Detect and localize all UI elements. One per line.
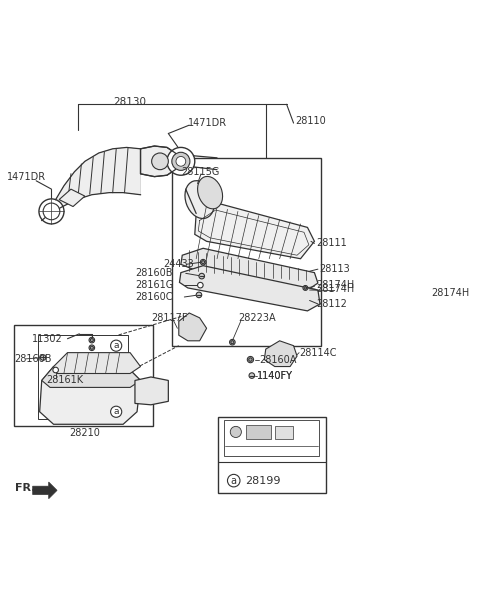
Text: 1471DR: 1471DR [188, 118, 227, 128]
Circle shape [110, 340, 122, 351]
Circle shape [53, 367, 59, 373]
Text: 28174H: 28174H [432, 288, 469, 298]
Bar [276, 426, 293, 439]
Circle shape [304, 286, 307, 289]
Circle shape [167, 147, 195, 175]
Circle shape [110, 406, 122, 417]
Polygon shape [179, 313, 206, 341]
Circle shape [196, 292, 202, 298]
Text: 28160A: 28160A [259, 355, 296, 365]
Circle shape [229, 339, 235, 345]
Circle shape [172, 153, 190, 171]
Text: 28174H: 28174H [316, 280, 354, 290]
Polygon shape [42, 367, 141, 387]
Text: 28110: 28110 [295, 116, 326, 126]
Polygon shape [141, 146, 179, 177]
Text: 1471DR: 1471DR [7, 172, 46, 182]
Polygon shape [195, 203, 314, 259]
Bar [14, 325, 153, 426]
Polygon shape [180, 266, 320, 311]
Text: 28161G: 28161G [135, 280, 173, 290]
Text: 1140FY: 1140FY [257, 371, 293, 380]
Text: 28130: 28130 [114, 96, 146, 107]
Text: 28112: 28112 [316, 299, 347, 309]
Polygon shape [181, 248, 318, 290]
Circle shape [89, 337, 95, 343]
Polygon shape [33, 482, 57, 499]
Circle shape [303, 285, 308, 291]
Circle shape [249, 358, 252, 361]
Text: 28115G: 28115G [181, 168, 219, 177]
Text: 28117F: 28117F [152, 313, 188, 323]
Circle shape [176, 156, 186, 166]
Text: 11302: 11302 [32, 333, 63, 344]
Text: 28114C: 28114C [299, 348, 336, 358]
Circle shape [89, 345, 95, 350]
Text: 28113: 28113 [319, 264, 350, 274]
Text: 1140FY: 1140FY [257, 371, 293, 380]
Circle shape [202, 260, 204, 264]
Circle shape [40, 355, 46, 360]
Polygon shape [264, 341, 297, 367]
Circle shape [43, 203, 60, 219]
Text: 28160C: 28160C [135, 292, 172, 302]
Circle shape [90, 346, 93, 349]
Text: 28111: 28111 [316, 238, 347, 248]
Bar [37, 335, 128, 418]
Text: a: a [113, 407, 119, 416]
Text: 28210: 28210 [70, 428, 100, 438]
Circle shape [249, 373, 254, 378]
Bar [246, 425, 271, 439]
Circle shape [200, 259, 206, 265]
Circle shape [152, 153, 168, 169]
Circle shape [230, 426, 241, 438]
Polygon shape [59, 189, 85, 207]
Polygon shape [54, 353, 141, 373]
Polygon shape [42, 147, 141, 221]
Ellipse shape [185, 181, 215, 218]
Circle shape [231, 341, 234, 344]
Text: FR.: FR. [15, 483, 36, 493]
Polygon shape [135, 377, 168, 405]
Circle shape [228, 475, 240, 487]
Circle shape [198, 282, 203, 288]
Text: 28174H: 28174H [316, 285, 354, 294]
Bar [218, 417, 326, 493]
Text: a: a [113, 341, 119, 350]
Text: 28160B: 28160B [14, 354, 51, 364]
Circle shape [247, 356, 253, 363]
Bar [172, 158, 322, 346]
Circle shape [199, 273, 204, 279]
Text: 28199: 28199 [245, 476, 280, 485]
Circle shape [90, 338, 93, 342]
Polygon shape [40, 367, 141, 425]
Text: a: a [231, 476, 237, 485]
Bar [224, 420, 319, 456]
Text: 24433: 24433 [163, 259, 193, 270]
Ellipse shape [198, 177, 223, 209]
Text: 28160B: 28160B [135, 268, 172, 279]
Circle shape [39, 199, 64, 224]
Text: 28223A: 28223A [238, 313, 276, 323]
Text: 28161K: 28161K [47, 374, 84, 385]
